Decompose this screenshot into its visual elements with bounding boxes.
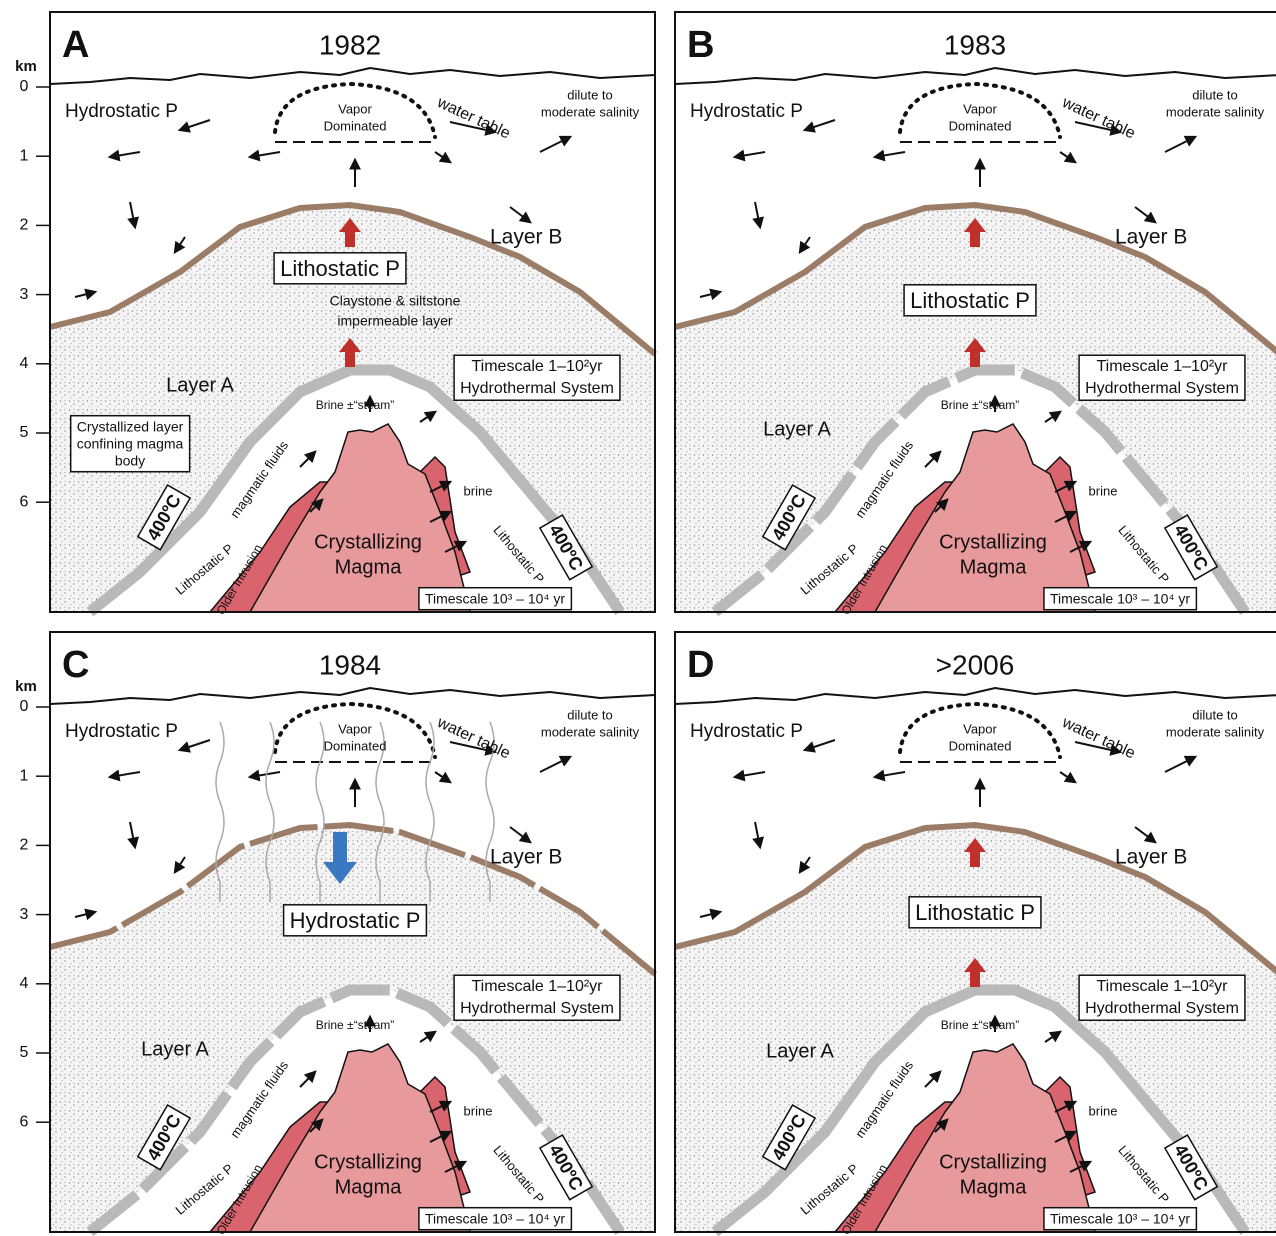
timescale-magma: Timescale 10³ – 10⁴ yr xyxy=(425,591,565,607)
pressure-box: Lithostatic P xyxy=(910,288,1030,313)
magma-label: Crystallizing xyxy=(314,1151,422,1173)
salinity-label: dilute to xyxy=(567,87,613,102)
timescale-hydro: Timescale 1–10²yr xyxy=(1096,358,1228,375)
brine-steam: Brine ±“steam” xyxy=(316,1018,395,1032)
magma-label: Magma xyxy=(335,556,403,578)
depth-tick-label: 0 xyxy=(20,78,29,95)
vapor-label: Dominated xyxy=(324,738,387,753)
timescale-hydro: Hydrothermal System xyxy=(460,1000,614,1017)
hydrostatic: Hydrostatic P xyxy=(65,101,178,122)
magma-label: Crystallizing xyxy=(314,531,422,553)
crystallized-label: Crystallized layer xyxy=(77,419,184,435)
depth-tick-label: 2 xyxy=(20,217,29,234)
depth-tick-label: 4 xyxy=(20,975,29,992)
depth-tick-label: 6 xyxy=(20,493,29,510)
year: 1982 xyxy=(319,29,381,60)
salinity-label: dilute to xyxy=(1192,707,1238,722)
timescale-magma: Timescale 10³ – 10⁴ yr xyxy=(1050,1211,1190,1227)
layer-b: Layer B xyxy=(1115,846,1187,869)
salinity-label: moderate salinity xyxy=(1166,724,1265,739)
layer-b: Layer B xyxy=(1115,226,1187,249)
magma-label: Crystallizing xyxy=(939,531,1047,553)
timescale-hydro: Hydrothermal System xyxy=(460,380,614,397)
year: 1984 xyxy=(319,649,381,680)
pressure-box: Hydrostatic P xyxy=(290,908,421,933)
axis-unit: km xyxy=(15,58,37,75)
depth-tick-label: 3 xyxy=(20,286,29,303)
depth-tick-label: 6 xyxy=(20,1113,29,1130)
brine-steam: Brine ±“steam” xyxy=(316,398,395,412)
depth-tick-label: 1 xyxy=(20,147,29,164)
salinity-label: dilute to xyxy=(1192,87,1238,102)
vapor-label: Dominated xyxy=(949,118,1012,133)
brine-steam: Brine ±“steam” xyxy=(941,1018,1020,1032)
magma-label: Crystallizing xyxy=(939,1151,1047,1173)
layer-a: Layer A xyxy=(763,418,831,440)
timescale-magma: Timescale 10³ – 10⁴ yr xyxy=(425,1211,565,1227)
magma-label: Magma xyxy=(960,1176,1028,1198)
magma-label: Magma xyxy=(960,556,1028,578)
year: 1983 xyxy=(944,29,1006,60)
vapor-label: Dominated xyxy=(949,738,1012,753)
letter: A xyxy=(62,24,89,66)
axis-unit: km xyxy=(15,678,37,695)
brine: brine xyxy=(1089,483,1118,498)
crystallized-label: confining magma xyxy=(77,436,184,452)
timescale-hydro: Timescale 1–10²yr xyxy=(471,358,603,375)
vapor-label: Vapor xyxy=(338,101,372,116)
timescale-magma: Timescale 10³ – 10⁴ yr xyxy=(1050,591,1190,607)
magma-label: Magma xyxy=(335,1176,403,1198)
vapor-label: Vapor xyxy=(338,721,372,736)
salinity-label: moderate salinity xyxy=(541,724,640,739)
layer-a: Layer A xyxy=(166,374,234,396)
letter: D xyxy=(687,644,714,686)
brine: brine xyxy=(464,483,493,498)
depth-tick-label: 3 xyxy=(20,906,29,923)
brine: brine xyxy=(1089,1103,1118,1118)
pressure-box: Lithostatic P xyxy=(280,256,400,281)
hydrostatic: Hydrostatic P xyxy=(65,721,178,742)
layer-b: Layer B xyxy=(490,226,562,249)
layer-a: Layer A xyxy=(766,1040,834,1062)
depth-tick-label: 2 xyxy=(20,837,29,854)
year: >2006 xyxy=(936,649,1015,680)
depth-tick-label: 0 xyxy=(20,698,29,715)
letter: B xyxy=(687,24,714,66)
timescale-hydro: Hydrothermal System xyxy=(1085,1000,1239,1017)
depth-tick-label: 5 xyxy=(20,1044,29,1061)
depth-tick-label: 5 xyxy=(20,424,29,441)
depth-tick-label: 4 xyxy=(20,355,29,372)
timescale-hydro: Hydrothermal System xyxy=(1085,380,1239,397)
claystone-label: impermeable layer xyxy=(337,313,452,329)
layer-b: Layer B xyxy=(490,846,562,869)
vapor-label: Vapor xyxy=(963,101,997,116)
hydrostatic: Hydrostatic P xyxy=(690,721,803,742)
salinity-label: moderate salinity xyxy=(541,104,640,119)
panel: C1984Hydrostatic PVaporDominatedwater ta… xyxy=(50,632,655,1236)
layer-a: Layer A xyxy=(141,1038,209,1060)
depth-tick-label: 1 xyxy=(20,767,29,784)
salinity-label: dilute to xyxy=(567,707,613,722)
timescale-hydro: Timescale 1–10²yr xyxy=(1096,978,1228,995)
brine: brine xyxy=(464,1103,493,1118)
pressure-box: Lithostatic P xyxy=(915,900,1035,925)
vapor-label: Vapor xyxy=(963,721,997,736)
letter: C xyxy=(62,644,89,686)
crystallized-label: body xyxy=(115,453,145,469)
brine-steam: Brine ±“steam” xyxy=(941,398,1020,412)
hydrostatic: Hydrostatic P xyxy=(690,101,803,122)
vapor-label: Dominated xyxy=(324,118,387,133)
claystone-label: Claystone & siltstone xyxy=(330,293,461,309)
salinity-label: moderate salinity xyxy=(1166,104,1265,119)
timescale-hydro: Timescale 1–10²yr xyxy=(471,978,603,995)
panel: B1983Hydrostatic PVaporDominatedwater ta… xyxy=(675,12,1276,617)
figure: km 0 1 2 3 4 5 6 km 0 1 2 3 4 5 6 A 1982 Hydrostatic P Vapo… xyxy=(0,0,1276,1236)
